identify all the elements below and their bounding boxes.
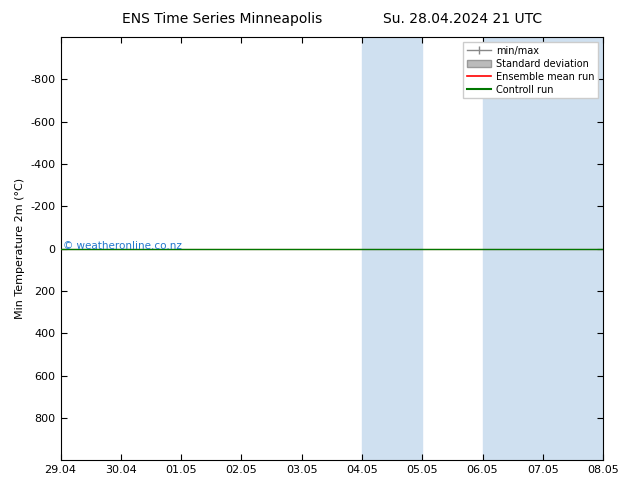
- Text: ENS Time Series Minneapolis: ENS Time Series Minneapolis: [122, 12, 322, 26]
- Bar: [482, 37, 603, 460]
- Y-axis label: Min Temperature 2m (°C): Min Temperature 2m (°C): [15, 178, 25, 319]
- Text: © weatheronline.co.nz: © weatheronline.co.nz: [63, 242, 182, 251]
- Bar: [362, 37, 422, 460]
- Text: Su. 28.04.2024 21 UTC: Su. 28.04.2024 21 UTC: [384, 12, 542, 26]
- Legend: min/max, Standard deviation, Ensemble mean run, Controll run: min/max, Standard deviation, Ensemble me…: [463, 42, 598, 98]
